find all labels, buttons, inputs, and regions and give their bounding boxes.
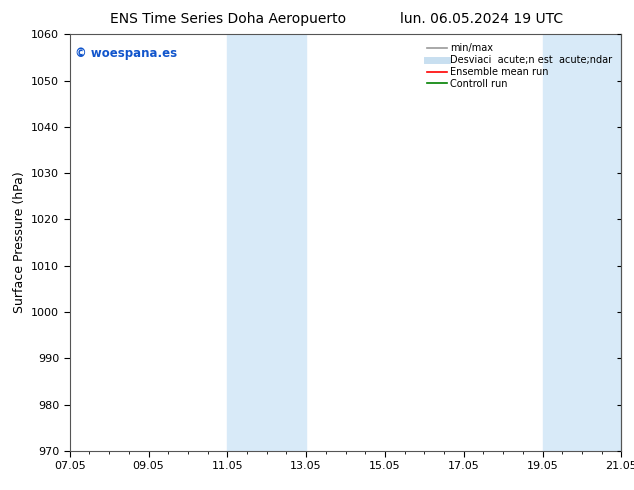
Legend: min/max, Desviaci  acute;n est  acute;ndar, Ensemble mean run, Controll run: min/max, Desviaci acute;n est acute;ndar…: [424, 39, 616, 93]
Text: lun. 06.05.2024 19 UTC: lun. 06.05.2024 19 UTC: [400, 12, 564, 26]
Bar: [543, 34, 577, 451]
Text: ENS Time Series Doha Aeropuerto: ENS Time Series Doha Aeropuerto: [110, 12, 346, 26]
Text: © woespana.es: © woespana.es: [75, 47, 178, 60]
Bar: [577, 34, 621, 451]
Y-axis label: Surface Pressure (hPa): Surface Pressure (hPa): [13, 172, 25, 314]
Bar: [262, 34, 306, 451]
Bar: [228, 34, 262, 451]
